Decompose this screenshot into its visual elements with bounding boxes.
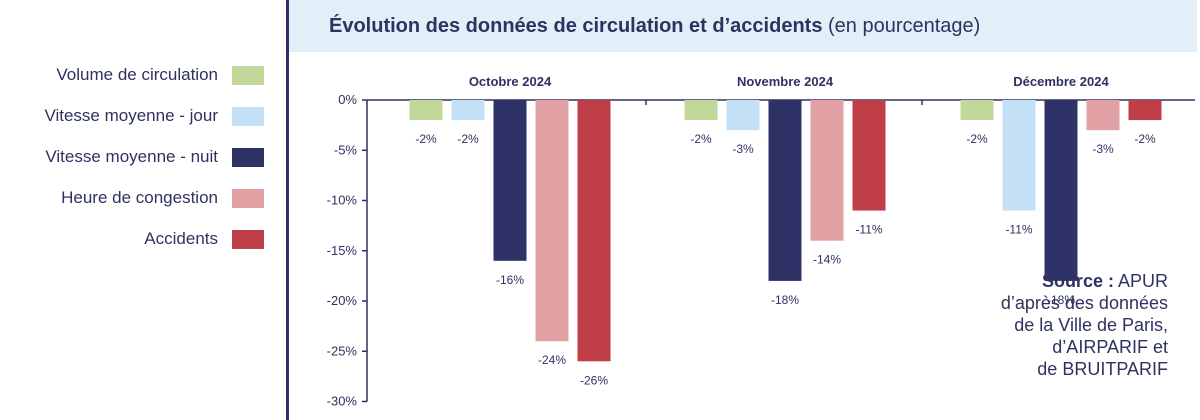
data-label: -2% [1134,132,1156,146]
chart-title-main: Évolution des données de circulation et … [329,15,823,37]
y-tick-label: 0% [338,92,357,107]
chart-title-sub: (en pourcentage) [828,15,981,37]
data-label: -3% [732,142,754,156]
data-label: -24% [538,353,566,367]
legend-item: Vitesse moyenne - nuit [0,143,270,169]
bar [577,100,611,362]
legend-item: Volume de circulation [0,61,270,87]
y-tick-label: -20% [327,293,358,308]
bar [535,100,569,342]
bar [1044,100,1078,281]
bar [768,100,802,281]
divider [286,0,289,420]
source-line: d’après des données [1000,293,1168,313]
legend-swatch [232,148,264,167]
legend-label: Accidents [144,229,218,248]
y-tick-label: -5% [334,142,358,157]
legend-item: Heure de congestion [0,184,270,210]
data-label: -18% [1047,293,1075,307]
data-label: -11% [855,223,882,237]
y-tick-label: -30% [327,394,358,409]
y-tick-label: -15% [327,243,358,258]
bar [1002,100,1036,211]
chart-title: Évolution des données de circulation et … [329,15,980,38]
data-label: -16% [496,273,524,287]
source-line: d’AIRPARIF et [1052,337,1168,357]
bar [726,100,760,131]
bar [1128,100,1162,121]
legend-swatch [232,107,264,126]
legend-swatch [232,189,264,208]
data-label: -2% [690,132,712,146]
source-note: Source : APUR d’après des données de la … [908,270,1168,380]
category-label: Octobre 2024 [469,74,552,89]
legend-label: Heure de congestion [61,188,218,207]
bar [960,100,994,121]
source-text: APUR [1117,271,1168,291]
data-label: -3% [1092,142,1114,156]
legend-item: Vitesse moyenne - jour [0,102,270,128]
legend-label: Vitesse moyenne - nuit [45,147,218,166]
title-band: Évolution des données de circulation et … [289,0,1197,52]
bar [451,100,485,121]
legend-label: Vitesse moyenne - jour [44,106,218,125]
data-label: -26% [580,373,608,387]
category-label: Décembre 2024 [1013,74,1109,89]
data-label: -2% [457,132,479,146]
data-label: -14% [813,253,841,267]
y-tick-label: -25% [327,343,358,358]
bar [1086,100,1120,131]
legend-swatch [232,66,264,85]
bar [493,100,527,261]
data-label: -2% [415,132,437,146]
bar [852,100,886,211]
bar [684,100,718,121]
data-label: -2% [966,132,988,146]
bar [810,100,844,241]
y-tick-label: -10% [327,193,358,208]
data-label: -11% [1005,223,1032,237]
legend-label: Volume de circulation [56,65,218,84]
source-line: de BRUITPARIF [1037,359,1168,379]
legend-item: Accidents [0,225,270,251]
bar [409,100,443,121]
data-label: -18% [771,293,799,307]
legend: Volume de circulation Vitesse moyenne - j… [0,0,284,420]
category-label: Novembre 2024 [737,74,834,89]
bar-chart: 0% -5% -10% -15% -20% -25% -30% Octobre 2024 -2%… [327,74,1195,409]
source-line: de la Ville de Paris, [1014,315,1168,335]
legend-swatch [232,230,264,249]
